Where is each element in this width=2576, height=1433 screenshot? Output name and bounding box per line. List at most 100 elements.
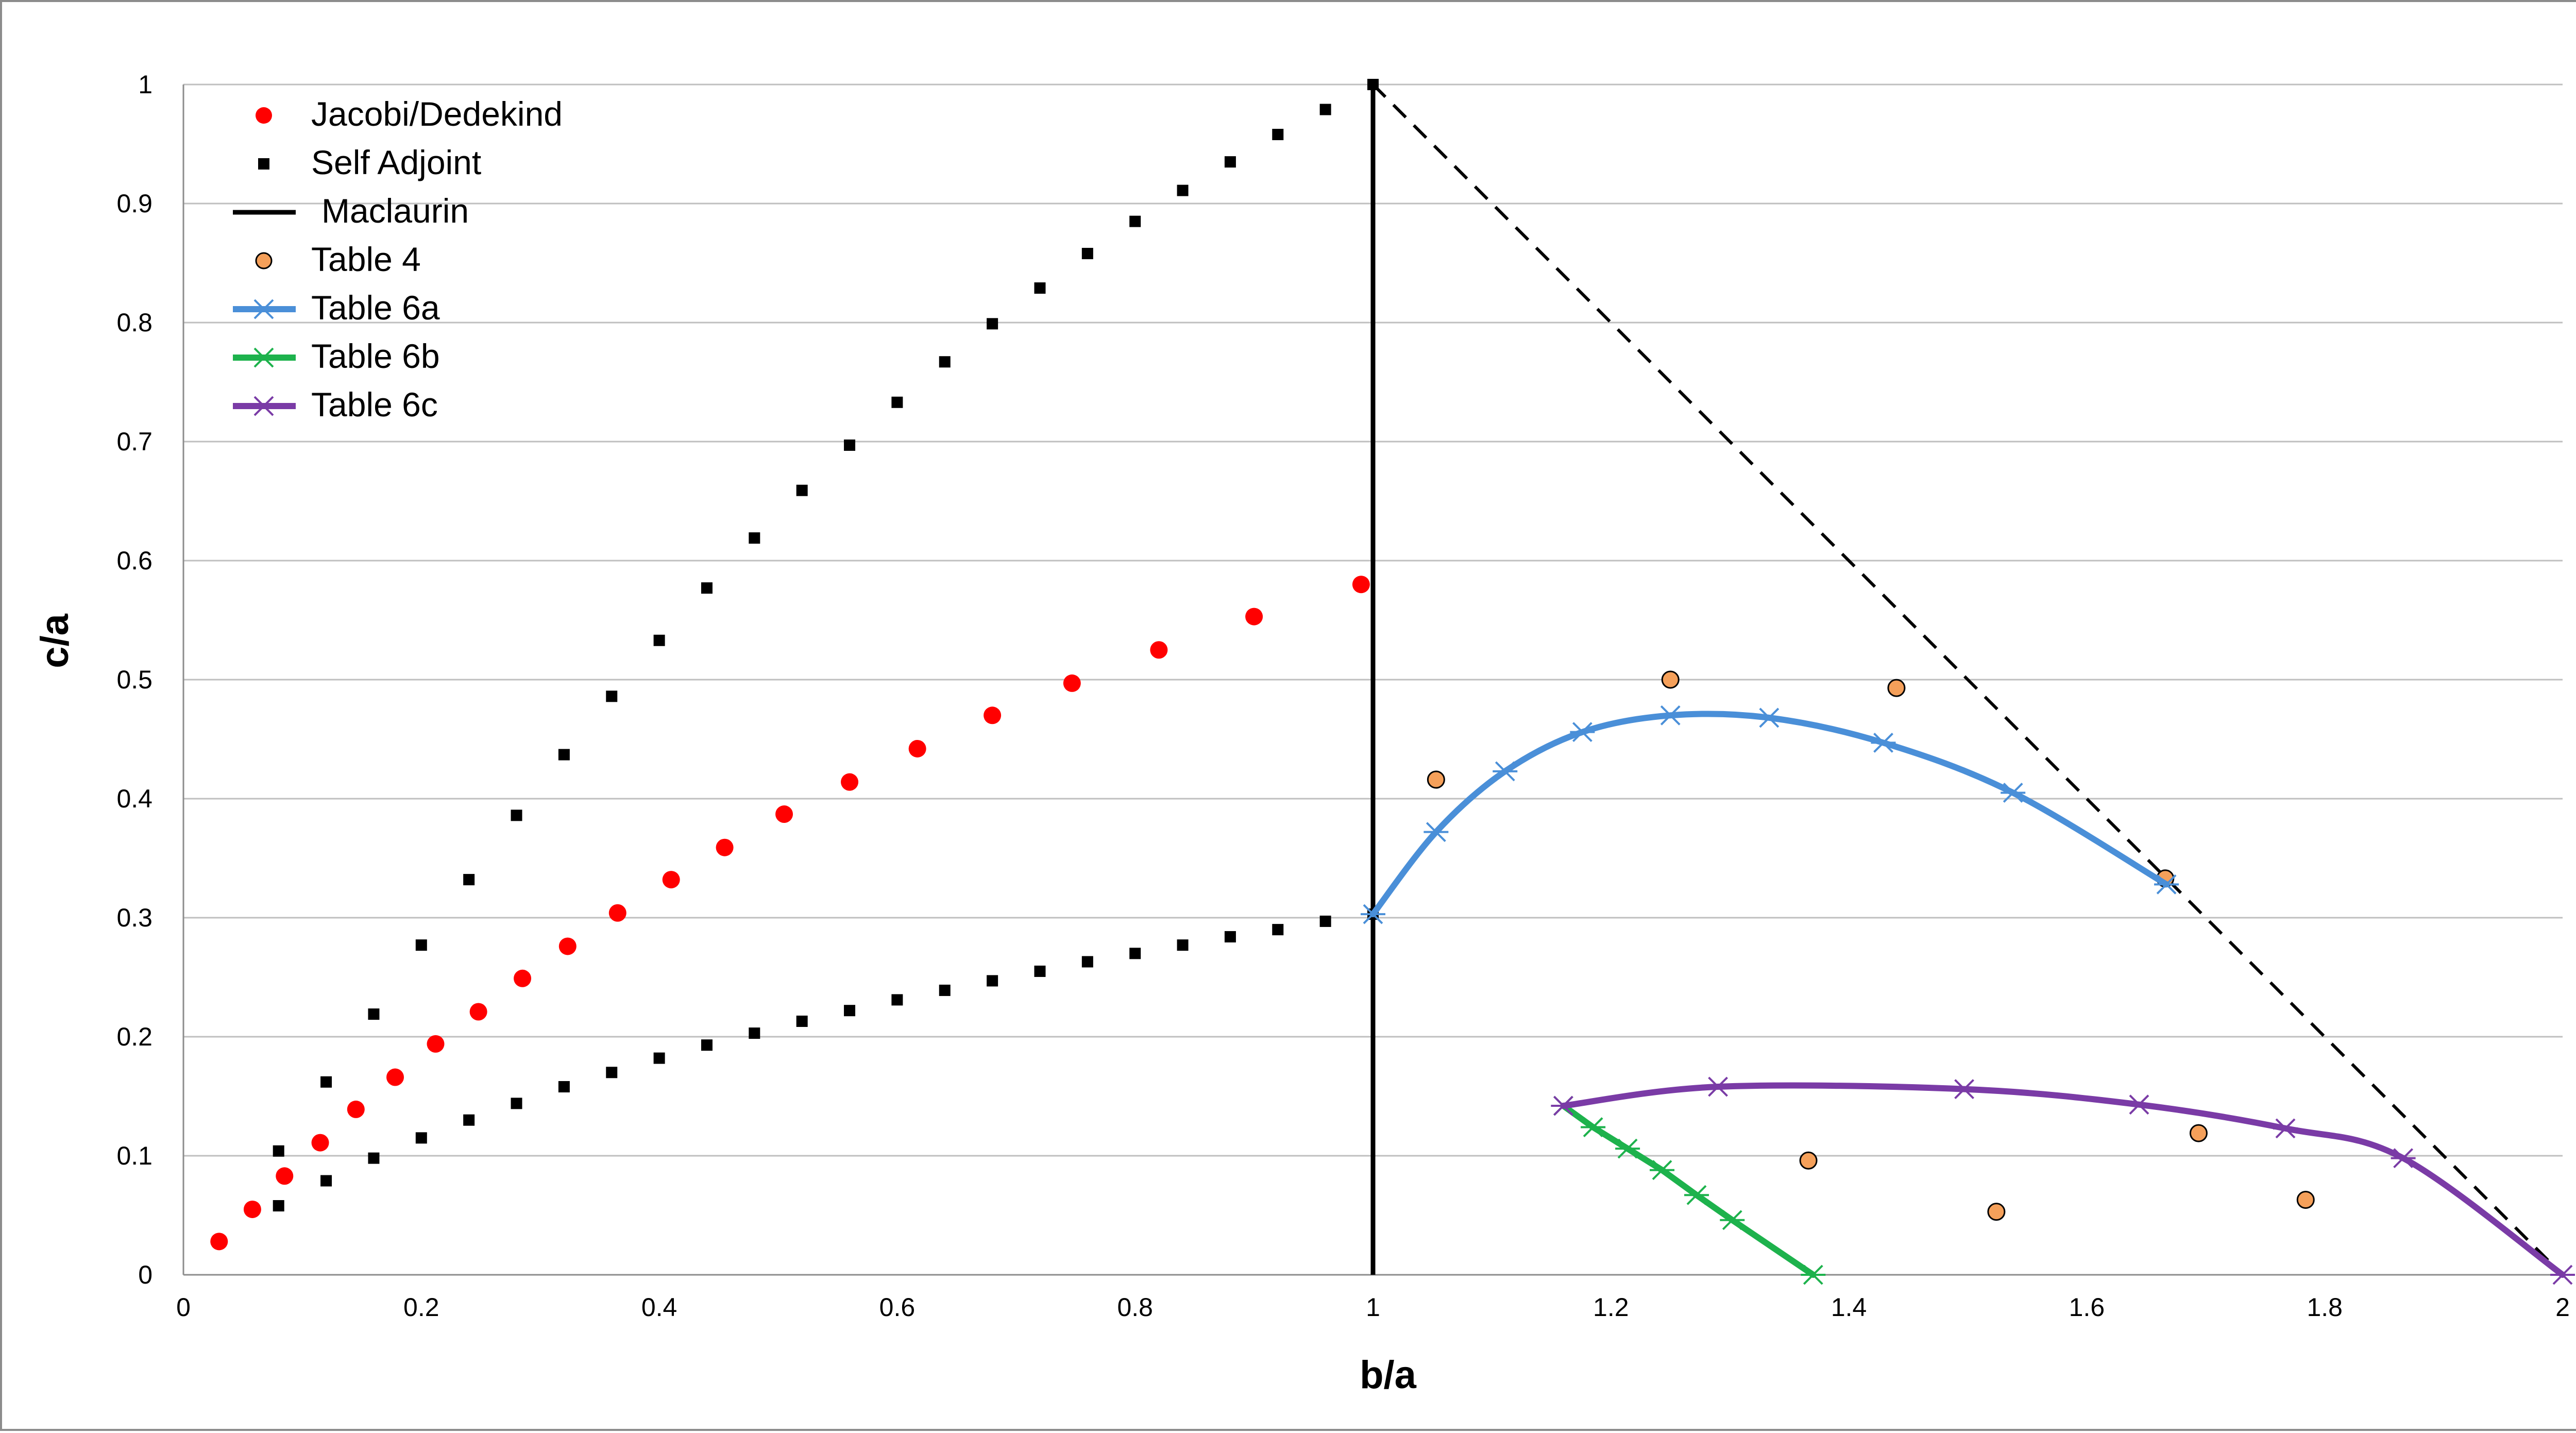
y-tick-label: 0.1 xyxy=(116,1141,152,1170)
x-tick-label: 0.4 xyxy=(641,1293,677,1322)
self-adjoint-point xyxy=(320,1076,332,1088)
self-adjoint-point xyxy=(415,939,427,951)
star-marker xyxy=(1650,1160,1675,1181)
dashed-boundary-line xyxy=(1371,83,2564,1276)
self-adjoint-point xyxy=(511,810,522,821)
legend-star xyxy=(251,347,276,368)
star-marker xyxy=(2126,1094,2151,1115)
jacobi-point xyxy=(276,1167,294,1185)
self-adjoint-point xyxy=(273,1200,284,1212)
self-adjoint-point xyxy=(939,356,951,368)
legend-label: Table 4 xyxy=(311,240,421,278)
y-tick-label: 1 xyxy=(138,70,152,99)
self-adjoint-point xyxy=(796,1015,808,1027)
jacobi-point xyxy=(1352,576,1370,594)
y-tick-label: 0.4 xyxy=(116,784,152,813)
jacobi-point xyxy=(716,838,734,856)
y-tick-label: 0 xyxy=(138,1260,152,1289)
jacobi-point xyxy=(841,773,859,791)
self-adjoint-point xyxy=(606,1067,618,1078)
self-adjoint-point xyxy=(891,994,903,1006)
self-adjoint-point xyxy=(749,532,760,544)
self-adjoint-point xyxy=(987,975,998,987)
x-tick-label: 2 xyxy=(2555,1293,2570,1322)
table4-point xyxy=(1799,1151,1818,1170)
legend-label: Table 6b xyxy=(311,337,440,375)
star-marker xyxy=(1684,1185,1709,1205)
legend-label: Jacobi/Dedekind xyxy=(311,95,563,133)
series-table-4 xyxy=(1427,670,2315,1221)
jacobi-point xyxy=(469,1003,487,1021)
jacobi-point xyxy=(608,904,626,922)
star-marker xyxy=(1952,1079,1977,1100)
legend-item: Jacobi/Dedekind xyxy=(256,95,563,133)
series-table-6c xyxy=(1551,1076,2575,1285)
self-adjoint-point xyxy=(273,1145,284,1157)
self-adjoint-point xyxy=(463,874,475,886)
x-tick-label: 1.2 xyxy=(1593,1293,1629,1322)
self-adjoint-point xyxy=(558,749,570,761)
legend-item: Self Adjoint xyxy=(258,143,481,181)
jacobi-point xyxy=(514,969,532,987)
star-marker xyxy=(2273,1118,2298,1139)
self-adjoint-point xyxy=(701,582,713,594)
self-adjoint-point xyxy=(1224,156,1236,168)
legend-marker xyxy=(255,252,273,269)
x-tick-label: 1 xyxy=(1366,1293,1380,1322)
jacobi-point xyxy=(558,937,577,955)
x-tick-label: 1.8 xyxy=(2307,1293,2343,1322)
table4-point xyxy=(1661,670,1680,689)
star-marker xyxy=(1581,1117,1606,1137)
table4-point xyxy=(1987,1203,2006,1221)
jacobi-point xyxy=(908,739,926,757)
self-adjoint-point xyxy=(1129,948,1141,959)
self-adjoint-point xyxy=(796,484,808,496)
legend-item: Table 4 xyxy=(255,240,421,278)
self-adjoint-point xyxy=(939,984,951,996)
jacobi-point xyxy=(210,1233,228,1251)
x-tick-label: 0.8 xyxy=(1117,1293,1153,1322)
legend-star xyxy=(251,299,276,319)
legend-item: Maclaurin xyxy=(233,192,469,230)
star-marker xyxy=(1551,1095,1576,1116)
legend-marker xyxy=(258,158,269,170)
y-tick-label: 0.9 xyxy=(116,189,152,218)
y-tick-label: 0.2 xyxy=(116,1022,152,1051)
star-marker xyxy=(1801,1265,1826,1285)
self-adjoint-point xyxy=(558,1081,570,1093)
self-adjoint-point xyxy=(653,634,665,646)
legend-label: Table 6a xyxy=(311,289,440,327)
self-adjoint-point xyxy=(1129,215,1141,227)
jacobi-point xyxy=(984,706,1002,724)
table4-point xyxy=(1887,679,1906,697)
self-adjoint-point xyxy=(1224,931,1236,942)
self-adjoint-point xyxy=(844,1005,856,1017)
self-adjoint-point xyxy=(1034,282,1046,294)
star-marker xyxy=(1570,722,1595,743)
legend-label: Maclaurin xyxy=(321,192,469,230)
star-marker xyxy=(1361,904,1385,924)
jacobi-point xyxy=(311,1134,329,1152)
star-marker xyxy=(1871,733,1896,753)
series-line xyxy=(1370,711,2170,918)
star-marker xyxy=(2001,783,2026,803)
self-adjoint-point xyxy=(1272,924,1284,936)
legend-item: Table 6c xyxy=(233,385,438,424)
self-adjoint-point xyxy=(1034,965,1046,977)
self-adjoint-point xyxy=(1081,248,1093,260)
x-tick-label: 0.2 xyxy=(403,1293,439,1322)
jacobi-point xyxy=(775,805,793,823)
self-adjoint-point xyxy=(1177,184,1189,196)
y-tick-label: 0.6 xyxy=(116,546,152,575)
y-tick-label: 0.5 xyxy=(116,665,152,694)
table4-point xyxy=(1427,770,1445,789)
x-tick-label: 1.4 xyxy=(1831,1293,1867,1322)
legend-label: Table 6c xyxy=(311,385,438,424)
star-marker xyxy=(1720,1210,1745,1230)
legend-item: Table 6a xyxy=(233,289,440,327)
table4-point xyxy=(2296,1190,2315,1209)
star-marker xyxy=(1705,1076,1731,1097)
self-adjoint-point xyxy=(701,1039,713,1051)
x-tick-label: 1.6 xyxy=(2069,1293,2105,1322)
